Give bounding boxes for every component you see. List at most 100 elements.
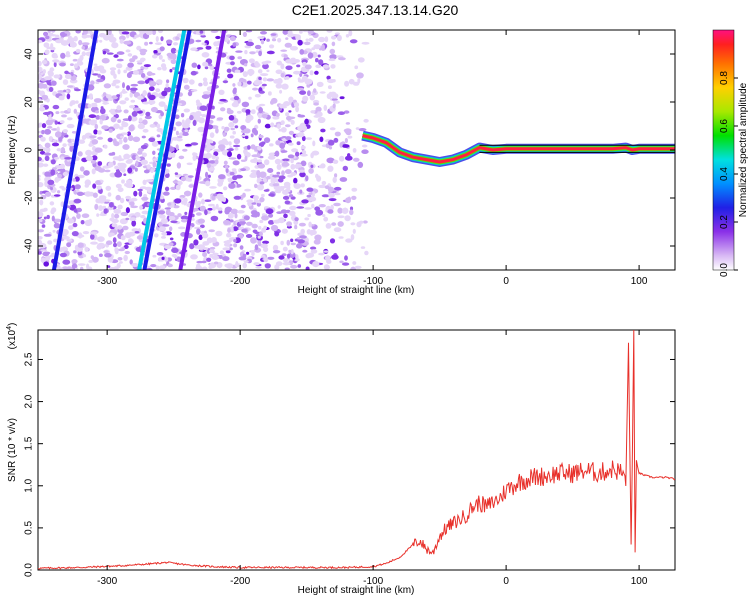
noise-speckle	[266, 69, 270, 73]
noise-speckle	[149, 124, 156, 128]
noise-speckle	[233, 93, 238, 97]
noise-speckle	[131, 111, 138, 117]
noise-speckle	[310, 110, 316, 114]
noise-speckle	[208, 160, 217, 164]
noise-speckle	[109, 67, 117, 71]
noise-speckle	[233, 239, 237, 243]
noise-speckle	[342, 262, 350, 266]
noise-speckle	[295, 106, 299, 113]
spectrogram-x-label: Height of straight line (km)	[298, 285, 415, 296]
noise-speckle	[232, 130, 236, 135]
noise-speckle	[215, 35, 221, 40]
noise-speckle	[327, 85, 332, 90]
noise-speckle	[127, 167, 133, 174]
noise-speckle	[278, 255, 285, 260]
noise-speckle	[128, 135, 134, 142]
noise-speckle	[309, 94, 316, 101]
noise-speckle	[259, 197, 265, 203]
noise-speckle	[297, 87, 304, 91]
noise-speckle	[98, 197, 106, 204]
noise-speckle	[108, 161, 114, 168]
noise-speckle	[88, 143, 93, 147]
noise-speckle	[345, 155, 353, 161]
noise-speckle	[304, 207, 312, 210]
noise-speckle	[315, 209, 324, 216]
noise-speckle	[125, 195, 131, 200]
noise-speckle	[226, 232, 232, 238]
noise-speckle	[95, 115, 101, 120]
noise-speckle	[327, 139, 335, 146]
noise-speckle	[102, 92, 107, 97]
noise-speckle	[234, 147, 239, 151]
noise-speckle	[170, 59, 177, 65]
noise-speckle	[230, 127, 235, 131]
noise-speckle	[139, 51, 146, 56]
noise-speckle	[123, 254, 128, 262]
noise-speckle	[130, 197, 138, 202]
noise-speckle	[221, 126, 225, 130]
noise-speckle	[271, 38, 277, 42]
noise-speckle	[290, 158, 294, 164]
noise-speckle	[116, 58, 124, 62]
noise-speckle	[48, 136, 53, 142]
noise-speckle	[137, 80, 146, 85]
noise-speckle	[234, 69, 241, 73]
noise-speckle	[116, 94, 121, 98]
noise-speckle	[233, 243, 238, 248]
noise-speckle	[111, 95, 118, 100]
noise-speckle	[116, 241, 122, 248]
noise-speckle	[183, 108, 190, 113]
noise-speckle	[357, 161, 364, 168]
noise-speckle	[121, 179, 125, 184]
noise-speckle	[123, 40, 132, 45]
noise-speckle	[270, 122, 275, 128]
noise-speckle	[44, 171, 51, 177]
noise-speckle	[357, 57, 365, 63]
noise-speckle	[125, 182, 134, 189]
noise-speckle	[202, 252, 208, 257]
noise-speckle	[363, 118, 369, 123]
noise-speckle	[104, 252, 112, 258]
noise-speckle	[77, 242, 84, 248]
noise-speckle	[287, 33, 295, 38]
noise-speckle	[361, 149, 369, 154]
noise-speckle	[275, 69, 283, 75]
noise-speckle	[289, 205, 297, 211]
noise-speckle	[40, 72, 44, 75]
noise-speckle	[179, 194, 186, 199]
noise-speckle	[316, 81, 324, 88]
colorbar-tick-label: 0.6	[719, 119, 730, 133]
noise-speckle	[55, 111, 60, 115]
noise-speckle	[244, 63, 248, 67]
noise-speckle	[107, 137, 113, 143]
noise-speckle	[52, 59, 60, 63]
noise-speckle	[92, 73, 99, 76]
noise-speckle	[101, 57, 110, 64]
noise-speckle	[195, 99, 200, 105]
noise-speckle	[158, 101, 166, 107]
noise-speckle	[258, 134, 264, 139]
noise-speckle	[38, 123, 42, 128]
noise-speckle	[142, 119, 148, 125]
noise-speckle	[109, 217, 115, 222]
noise-speckle	[301, 199, 309, 204]
spectral-streak-2	[137, 30, 187, 270]
noise-speckle	[205, 171, 209, 178]
noise-speckle	[264, 137, 271, 144]
noise-speckle	[196, 212, 202, 216]
noise-speckle	[137, 62, 143, 65]
noise-speckle	[325, 223, 332, 229]
noise-speckle	[307, 213, 311, 218]
noise-speckle	[243, 260, 249, 263]
noise-speckle	[88, 93, 93, 100]
noise-speckle	[177, 180, 183, 186]
noise-speckle	[52, 53, 58, 58]
noise-speckle	[238, 256, 247, 261]
noise-speckle	[228, 141, 232, 146]
noise-speckle	[59, 62, 66, 67]
noise-speckle	[300, 153, 308, 157]
noise-speckle	[196, 228, 201, 235]
noise-speckle	[272, 116, 280, 120]
noise-speckle	[229, 36, 236, 42]
noise-speckle	[161, 90, 168, 97]
